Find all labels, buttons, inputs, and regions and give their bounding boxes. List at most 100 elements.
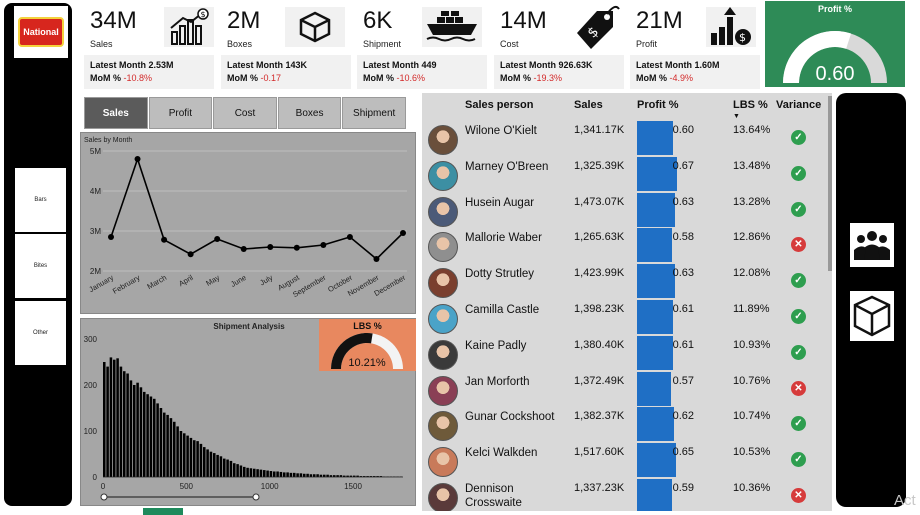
column-header-lbs[interactable]: LBS %	[733, 99, 768, 111]
column-header-sales-person[interactable]: Sales person	[465, 99, 534, 111]
histogram-bar[interactable]	[139, 387, 143, 477]
histogram-bar[interactable]	[299, 473, 303, 477]
tab-cost[interactable]: Cost	[213, 97, 277, 129]
table-row[interactable]: Mallorie Waber 1,265.63K 0.58 12.86% ✕	[422, 228, 822, 267]
histogram-bar[interactable]	[153, 398, 156, 477]
histogram-bar[interactable]	[159, 408, 163, 477]
histogram-bar[interactable]	[163, 412, 166, 477]
data-point[interactable]	[240, 246, 247, 252]
histogram-bar[interactable]	[196, 441, 199, 477]
histogram-bar[interactable]	[259, 469, 263, 477]
histogram-bar[interactable]	[116, 358, 119, 477]
histogram-bar[interactable]	[223, 458, 226, 477]
histogram-bar[interactable]	[226, 459, 229, 477]
histogram-bar[interactable]	[336, 475, 339, 477]
column-header-variance[interactable]: Variance	[776, 99, 822, 111]
tab-sales[interactable]: Sales	[84, 97, 148, 129]
histogram-bar[interactable]	[356, 475, 359, 477]
range-slider-handle-min[interactable]	[100, 493, 108, 501]
histogram-bar[interactable]	[119, 366, 123, 477]
histogram-bar[interactable]	[329, 475, 333, 477]
table-row[interactable]: Kelci Walkden 1,517.60K 0.65 10.53% ✓	[422, 443, 822, 482]
histogram-bar[interactable]	[269, 471, 273, 477]
histogram-bar[interactable]	[353, 475, 356, 477]
histogram-bar[interactable]	[339, 475, 343, 477]
column-header-sales[interactable]: Sales	[574, 99, 603, 111]
histogram-bar[interactable]	[369, 476, 373, 477]
histogram-bar[interactable]	[343, 475, 346, 477]
table-scrollbar[interactable]	[828, 96, 832, 271]
histogram-bar[interactable]	[246, 467, 249, 477]
data-point[interactable]	[134, 156, 141, 162]
histogram-bar[interactable]	[146, 394, 149, 477]
range-slider-handle-max[interactable]	[252, 493, 260, 501]
histogram-bar[interactable]	[189, 437, 193, 477]
histogram-bar[interactable]	[279, 471, 283, 477]
histogram-bar[interactable]	[219, 456, 223, 477]
data-point[interactable]	[373, 256, 380, 262]
data-point[interactable]	[187, 251, 194, 258]
histogram-bar[interactable]	[333, 475, 336, 477]
data-point[interactable]	[346, 234, 353, 240]
histogram-bar[interactable]	[309, 474, 313, 477]
tab-boxes[interactable]: Boxes	[277, 97, 342, 129]
table-row[interactable]: Husein Augar 1,473.07K 0.63 13.28% ✓	[422, 192, 822, 232]
table-row[interactable]: Camilla Castle 1,398.23K 0.61 11.89% ✓	[422, 300, 822, 339]
data-point[interactable]	[400, 230, 406, 236]
histogram-bar[interactable]	[276, 471, 279, 477]
histogram-bar[interactable]	[233, 463, 236, 477]
histogram-bar[interactable]	[106, 366, 109, 477]
column-header-profit[interactable]: Profit %	[637, 99, 679, 111]
histogram-bar[interactable]	[273, 471, 276, 477]
histogram-bar[interactable]	[236, 464, 239, 477]
histogram-bar[interactable]	[379, 476, 383, 477]
histogram-bar[interactable]	[149, 396, 153, 478]
histogram-bar[interactable]	[126, 373, 129, 478]
histogram-bar[interactable]	[203, 447, 206, 477]
histogram-bar[interactable]	[326, 474, 329, 477]
histogram-bar[interactable]	[193, 440, 196, 477]
histogram-bar[interactable]	[289, 472, 293, 477]
histogram-bar[interactable]	[123, 371, 126, 477]
histogram-bar[interactable]	[313, 474, 316, 477]
table-row[interactable]: Kaine Padly 1,380.40K 0.61 10.93% ✓	[422, 335, 822, 375]
histogram-bar[interactable]	[213, 453, 216, 477]
histogram-bar[interactable]	[253, 468, 256, 477]
histogram-bar[interactable]	[249, 468, 253, 477]
histogram-bar[interactable]	[183, 433, 186, 477]
table-row[interactable]: Jan Morforth 1,372.49K 0.57 10.76% ✕	[422, 371, 822, 411]
histogram-bar[interactable]	[323, 474, 326, 477]
histogram-bar[interactable]	[283, 472, 286, 477]
histogram-bar[interactable]	[319, 474, 323, 477]
data-point[interactable]	[214, 236, 221, 242]
filter-button-other[interactable]: Other	[15, 301, 66, 365]
histogram-bar[interactable]	[229, 460, 233, 477]
histogram-bar[interactable]	[136, 382, 139, 477]
histogram-bar[interactable]	[286, 472, 289, 477]
table-row[interactable]: Dennison Crosswaite 1,337.23K 0.59 10.36% ✕	[422, 479, 822, 511]
histogram-bar[interactable]	[373, 476, 376, 477]
histogram-bar[interactable]	[113, 359, 116, 477]
histogram-bar[interactable]	[376, 476, 379, 477]
filter-button-bars[interactable]: Bars	[15, 168, 66, 232]
histogram-bar[interactable]	[243, 466, 246, 477]
histogram-bar[interactable]	[256, 469, 259, 477]
tab-profit[interactable]: Profit	[148, 97, 213, 129]
histogram-bar[interactable]	[176, 426, 179, 477]
data-point[interactable]	[320, 242, 327, 248]
table-row[interactable]: Gunar Cockshoot 1,382.37K 0.62 10.74% ✓	[422, 407, 822, 446]
package-icon[interactable]	[850, 291, 894, 341]
histogram-bar[interactable]	[296, 473, 299, 477]
histogram-bar[interactable]	[363, 476, 366, 477]
histogram-bar[interactable]	[143, 391, 146, 477]
histogram-bar[interactable]	[316, 474, 319, 477]
histogram-bar[interactable]	[129, 380, 133, 477]
histogram-bar[interactable]	[349, 475, 353, 477]
histogram-bar[interactable]	[206, 449, 209, 477]
histogram-bar[interactable]	[186, 435, 189, 477]
table-row[interactable]: Wilone O'Kielt 1,341.17K 0.60 13.64% ✓	[422, 121, 822, 160]
tab-shipment[interactable]: Shipment	[342, 97, 406, 129]
histogram-bar[interactable]	[306, 473, 309, 477]
histogram-bar[interactable]	[179, 431, 183, 477]
data-point[interactable]	[293, 244, 300, 251]
